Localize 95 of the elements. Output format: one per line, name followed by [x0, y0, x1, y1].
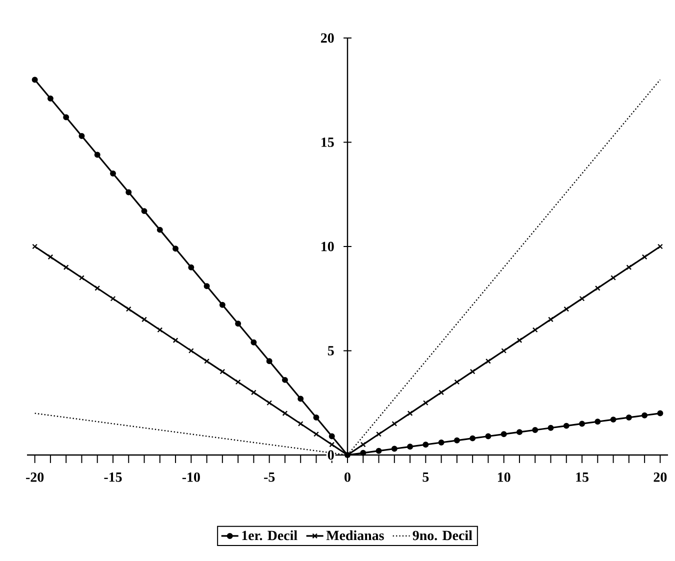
point — [329, 442, 335, 448]
point — [204, 358, 210, 364]
point — [642, 254, 648, 260]
legend-label: 1er. Decil — [242, 530, 298, 540]
y-tick-label: 5 — [328, 346, 334, 356]
point — [438, 439, 444, 446]
x-tick-label: -10 — [182, 472, 200, 482]
point — [266, 358, 272, 364]
x-tick-label: 10 — [498, 472, 510, 482]
point — [500, 431, 507, 438]
x-tick-label: 5 — [422, 472, 429, 482]
point — [422, 442, 429, 448]
y-tick-label: 10 — [322, 242, 334, 252]
point — [328, 433, 335, 440]
x-tick-label: -20 — [26, 472, 44, 482]
point — [298, 396, 304, 402]
point — [407, 410, 413, 416]
point — [298, 421, 304, 426]
point — [79, 275, 84, 280]
point — [250, 339, 257, 346]
point — [126, 189, 132, 196]
point — [94, 152, 100, 158]
point — [172, 246, 179, 252]
point — [516, 338, 522, 344]
point — [594, 285, 600, 291]
point — [563, 422, 570, 429]
x-tick-label: 0 — [344, 472, 350, 482]
point — [376, 431, 382, 437]
point — [235, 379, 241, 385]
point — [219, 302, 226, 308]
point — [501, 348, 507, 354]
point — [126, 306, 132, 312]
x-tick-label: -5 — [264, 472, 275, 482]
point — [172, 338, 178, 344]
point — [657, 410, 664, 416]
point — [360, 450, 366, 456]
point — [142, 316, 147, 322]
point — [78, 133, 85, 139]
point — [579, 420, 586, 427]
point — [63, 114, 70, 120]
x-tick-label: 15 — [576, 472, 588, 482]
point — [48, 254, 54, 260]
point — [579, 296, 585, 302]
point — [470, 368, 476, 374]
point — [266, 400, 272, 406]
point — [422, 400, 428, 406]
point — [314, 431, 319, 437]
point — [516, 429, 522, 436]
point — [32, 76, 38, 83]
point — [626, 264, 632, 270]
point — [282, 410, 288, 416]
point — [250, 390, 256, 396]
point — [220, 368, 226, 374]
point — [470, 435, 476, 442]
x-tick-label: 20 — [654, 472, 667, 482]
point — [548, 424, 554, 431]
point — [454, 379, 460, 385]
point — [376, 448, 382, 454]
point — [532, 327, 538, 333]
legend-label: Medianas — [326, 530, 384, 540]
y-tick-label: 15 — [322, 138, 334, 147]
point — [204, 283, 210, 290]
point — [548, 316, 554, 322]
point — [156, 226, 163, 233]
point — [485, 433, 492, 440]
point — [454, 437, 460, 444]
y-tick-label: 0 — [328, 450, 334, 460]
point — [235, 320, 242, 327]
point — [626, 414, 632, 420]
y-tick-label: 20 — [320, 33, 334, 43]
point — [360, 442, 366, 448]
point — [141, 208, 148, 214]
legend-label: 9no. Decil — [412, 530, 472, 540]
point — [188, 264, 194, 270]
point — [63, 264, 69, 270]
point — [157, 327, 163, 333]
point — [282, 376, 288, 383]
point — [392, 421, 398, 426]
point — [594, 418, 601, 425]
point — [564, 306, 570, 312]
point — [532, 426, 538, 433]
point — [610, 416, 616, 423]
point — [642, 412, 648, 418]
point — [110, 170, 116, 177]
point — [486, 358, 491, 364]
point — [188, 348, 194, 354]
point — [110, 296, 116, 302]
point — [391, 446, 398, 452]
x-tick-label: -15 — [104, 472, 122, 482]
point — [47, 95, 54, 102]
point — [438, 390, 444, 396]
point — [313, 414, 320, 420]
point — [610, 275, 616, 280]
point — [94, 285, 100, 291]
point — [407, 444, 414, 450]
